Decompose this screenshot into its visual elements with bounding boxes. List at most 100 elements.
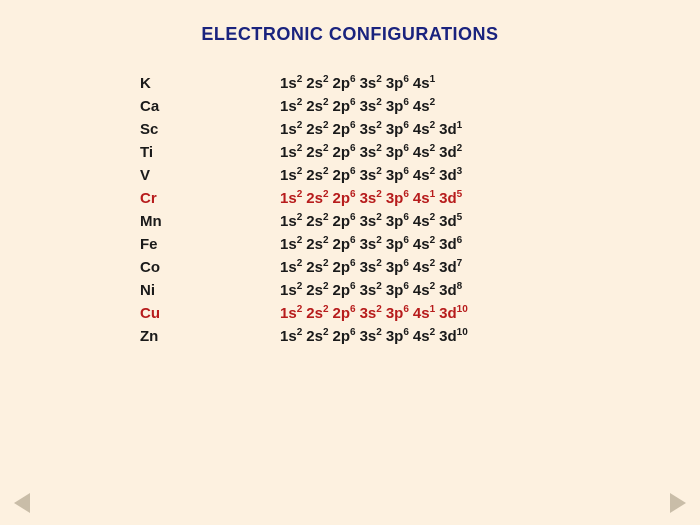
orbital: 4s2 xyxy=(413,259,435,276)
orbital: 3p6 xyxy=(386,167,409,184)
orbital: 1s2 xyxy=(280,121,302,138)
orbital: 3p6 xyxy=(386,213,409,230)
orbital: 2s2 xyxy=(306,328,328,345)
table-row: Ca1s22s2 2p63s23p64s2 xyxy=(140,98,700,115)
orbital: 4s2 xyxy=(413,121,435,138)
orbital: 3s2 xyxy=(360,236,382,253)
orbital: 2s2 xyxy=(306,282,328,299)
orbital: 3p6 xyxy=(386,121,409,138)
orbital: 3s2 xyxy=(360,305,382,322)
orbital: 4s1 xyxy=(413,190,435,207)
orbital: 3s2 xyxy=(360,259,382,276)
orbital: 2p6 xyxy=(333,167,356,184)
orbital: 2s2 xyxy=(306,167,328,184)
orbital: 2s2 xyxy=(306,121,328,138)
orbital: 3s2 xyxy=(360,121,382,138)
orbital: 1s2 xyxy=(280,328,302,345)
orbital: 2p6 xyxy=(333,236,356,253)
page-title: ELECTRONIC CONFIGURATIONS xyxy=(0,0,700,45)
table-row: K1s22s2 2p63s23p64s1 xyxy=(140,75,700,92)
orbital: 3d10 xyxy=(439,305,468,322)
orbital: 3p6 xyxy=(386,259,409,276)
element-symbol: Cr xyxy=(140,190,280,207)
table-row: Fe1s22s22p63s23p64s23d6 xyxy=(140,236,700,253)
orbital: 2p6 xyxy=(333,144,356,161)
orbital: 1s2 xyxy=(280,75,302,92)
orbital: 3d2 xyxy=(439,144,462,161)
orbital: 3s2 xyxy=(360,167,382,184)
orbital: 3d8 xyxy=(439,282,462,299)
orbital: 3p6 xyxy=(386,305,409,322)
orbital: 3s2 xyxy=(360,75,382,92)
electron-config: 1s22s2 2p63s23p64s2 xyxy=(280,98,439,115)
orbital: 2s2 xyxy=(306,98,328,115)
orbital: 2p6 xyxy=(333,213,356,230)
electron-config: 1s22s2 2p63s23p64s23d1 xyxy=(280,121,466,138)
element-symbol: Fe xyxy=(140,236,280,253)
element-symbol: Ca xyxy=(140,98,280,115)
orbital: 3d5 xyxy=(439,213,462,230)
electron-config: 1s22s2 2p63s23p64s13d10 xyxy=(280,305,472,322)
table-row: Cu1s22s22p63s23p64s13d10 xyxy=(140,305,700,322)
orbital: 2p6 xyxy=(333,98,356,115)
orbital: 2p6 xyxy=(333,328,356,345)
orbital: 4s2 xyxy=(413,144,435,161)
orbital: 4s1 xyxy=(413,305,435,322)
orbital: 3s2 xyxy=(360,190,382,207)
orbital: 2s2 xyxy=(306,75,328,92)
orbital: 3p6 xyxy=(386,98,409,115)
table-row: Cr1s22s22p63s23p64s13d5 xyxy=(140,190,700,207)
table-row: Mn1s22s22p63s23p64s23d5 xyxy=(140,213,700,230)
orbital: 2p6 xyxy=(333,121,356,138)
orbital: 1s2 xyxy=(280,305,302,322)
orbital: 3s2 xyxy=(360,213,382,230)
orbital: 3s2 xyxy=(360,98,382,115)
orbital: 3d3 xyxy=(439,167,462,184)
electron-config: 1s22s22p63s23p64s23d10 xyxy=(280,328,472,345)
orbital: 4s2 xyxy=(413,98,435,115)
orbital: 2s2 xyxy=(306,305,328,322)
orbital: 4s2 xyxy=(413,167,435,184)
orbital: 2p6 xyxy=(333,75,356,92)
orbital: 1s2 xyxy=(280,144,302,161)
orbital: 2s2 xyxy=(306,236,328,253)
element-symbol: Ni xyxy=(140,282,280,299)
orbital: 3p6 xyxy=(386,236,409,253)
orbital: 3p6 xyxy=(386,75,409,92)
element-symbol: Co xyxy=(140,259,280,276)
electron-config: 1s22s22p63s23p64s23d5 xyxy=(280,213,466,230)
element-symbol: Zn xyxy=(140,328,280,345)
orbital: 4s1 xyxy=(413,75,435,92)
orbital: 1s2 xyxy=(280,213,302,230)
orbital: 4s2 xyxy=(413,328,435,345)
electron-config: 1s22s2 2p63s23p64s23d2 xyxy=(280,144,466,161)
orbital: 1s2 xyxy=(280,167,302,184)
electron-config: 1s22s2 2p63s23p64s1 xyxy=(280,75,439,92)
table-row: Ti1s22s22p63s23p64s23d2 xyxy=(140,144,700,161)
orbital: 1s2 xyxy=(280,98,302,115)
electron-config: 1s22s22p63s23p64s23d8 xyxy=(280,282,466,299)
orbital: 2s2 xyxy=(306,144,328,161)
orbital: 4s2 xyxy=(413,282,435,299)
electron-config: 1s22s22p63s23p64s23d7 xyxy=(280,259,466,276)
next-slide-icon[interactable] xyxy=(670,493,686,513)
orbital: 3d1 xyxy=(439,121,462,138)
orbital: 3p6 xyxy=(386,144,409,161)
orbital: 1s2 xyxy=(280,190,302,207)
orbital: 3s2 xyxy=(360,144,382,161)
orbital: 3d6 xyxy=(439,236,462,253)
orbital: 2p6 xyxy=(333,305,356,322)
orbital: 2p6 xyxy=(333,282,356,299)
prev-slide-icon[interactable] xyxy=(14,493,30,513)
element-symbol: Mn xyxy=(140,213,280,230)
element-symbol: K xyxy=(140,75,280,92)
orbital: 2s2 xyxy=(306,259,328,276)
orbital: 1s2 xyxy=(280,282,302,299)
config-table: K1s22s22p63s23p64s1Ca1s22s22p63s23p64s2S… xyxy=(140,75,700,345)
electron-config: 1s22s22p63s23p64s13d5 xyxy=(280,190,466,207)
orbital: 2p6 xyxy=(333,259,356,276)
table-row: Zn1s22s22p63s23p64s23d10 xyxy=(140,328,700,345)
orbital: 1s2 xyxy=(280,236,302,253)
orbital: 2p6 xyxy=(333,190,356,207)
orbital: 3p6 xyxy=(386,282,409,299)
